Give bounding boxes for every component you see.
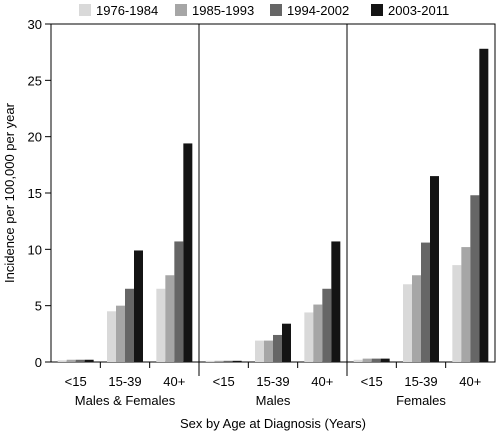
bar xyxy=(403,284,412,362)
bar xyxy=(205,360,215,362)
bar xyxy=(313,304,323,362)
y-tick-label: 30 xyxy=(28,17,42,32)
bar xyxy=(264,340,273,362)
panel-label: Females xyxy=(396,393,446,408)
bar xyxy=(57,360,67,362)
x-tick-label: 40+ xyxy=(163,374,185,389)
panel-label: Males xyxy=(256,393,291,408)
x-axis-title: Sex by Age at Diagnosis (Years) xyxy=(180,416,366,431)
legend-label: 2003-2011 xyxy=(388,3,449,18)
labels: 0 5 10 15 20 25 30 Incidence per 100,000 per ye… xyxy=(2,17,481,431)
y-axis-title: Incidence per 100,000 per year xyxy=(2,102,17,283)
bar xyxy=(255,340,264,362)
bar xyxy=(461,247,471,362)
bar xyxy=(322,288,332,362)
bar xyxy=(134,250,143,362)
y-tick-label: 10 xyxy=(28,242,42,257)
x-tick-label: 15-39 xyxy=(108,374,141,389)
legend-swatch xyxy=(371,4,383,16)
bar xyxy=(125,288,134,362)
panel-label: Males & Females xyxy=(75,393,176,408)
bar xyxy=(66,359,76,362)
y-tick-label: 5 xyxy=(35,299,42,314)
bar xyxy=(273,334,282,362)
bar xyxy=(452,265,462,362)
x-tick-label: 40+ xyxy=(311,374,333,389)
legend-label: 1994-2002 xyxy=(287,3,349,18)
x-tick-label: 15-39 xyxy=(404,374,437,389)
bar xyxy=(282,323,291,362)
x-tick-label: <15 xyxy=(213,374,235,389)
bar xyxy=(84,359,94,362)
y-tick-label: 20 xyxy=(28,130,42,145)
bar xyxy=(421,242,430,362)
legend-label: 1976-1984 xyxy=(96,3,158,18)
bar xyxy=(107,311,116,362)
bar xyxy=(412,275,421,362)
bar xyxy=(304,312,314,362)
legend-swatch xyxy=(79,4,91,16)
y-tick-label: 15 xyxy=(28,186,42,201)
legend: 1976-1984 1985-1993 1994-2002 2003-2011 xyxy=(79,3,449,18)
bar xyxy=(183,143,193,362)
bar xyxy=(214,360,224,362)
bar xyxy=(353,359,363,362)
legend-swatch xyxy=(175,4,187,16)
bar xyxy=(371,358,381,362)
bar xyxy=(75,359,85,362)
x-tick-label: 40+ xyxy=(459,374,481,389)
bar xyxy=(223,360,233,362)
x-tick-label: <15 xyxy=(65,374,87,389)
bar xyxy=(232,360,242,362)
bar xyxy=(362,358,372,362)
bar xyxy=(479,48,489,362)
x-tick-label: <15 xyxy=(361,374,383,389)
y-tick-label: 25 xyxy=(28,73,42,88)
bar xyxy=(156,288,166,362)
x-tick-label: 15-39 xyxy=(256,374,289,389)
bar xyxy=(380,358,390,362)
legend-swatch xyxy=(270,4,282,16)
bars xyxy=(57,48,489,362)
legend-label: 1985-1993 xyxy=(192,3,254,18)
bar xyxy=(116,305,125,362)
y-tick-label: 0 xyxy=(35,355,42,370)
bar xyxy=(331,241,341,362)
bar xyxy=(174,241,184,362)
bar xyxy=(165,275,175,362)
bar xyxy=(430,176,439,362)
bar xyxy=(470,195,480,362)
